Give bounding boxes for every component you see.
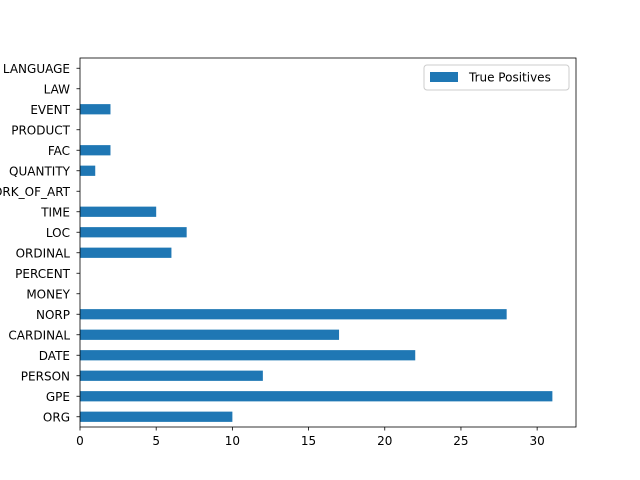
bar-org xyxy=(80,411,233,422)
y-tick-label: CARDINAL xyxy=(8,328,70,342)
legend-box xyxy=(423,64,570,91)
y-tick-label: QUANTITY xyxy=(9,164,71,178)
x-tick-label: 10 xyxy=(225,434,240,448)
y-tick-label: FAC xyxy=(48,144,70,158)
bar-gpe xyxy=(80,391,553,402)
axes-frame xyxy=(79,57,577,428)
y-tick-label: EVENT xyxy=(30,103,70,117)
y-tick-label: LOC xyxy=(46,226,70,240)
legend-swatch xyxy=(430,72,458,82)
legend-label: True Positives xyxy=(468,71,551,85)
legend: True Positives xyxy=(423,64,570,91)
bars-layer xyxy=(80,104,553,422)
y-tick-label: PERSON xyxy=(21,369,70,383)
bar-norp xyxy=(80,309,507,320)
y-tick-label: ORDINAL xyxy=(16,246,71,260)
y-tick-label: GPE xyxy=(46,390,70,404)
y-tick-label: DATE xyxy=(39,349,70,363)
bar-date xyxy=(80,350,416,361)
y-tick-labels: ORG GPE PERSON DATE CARDINAL NORP MONEY PERCENT… xyxy=(0,62,80,424)
y-tick-label: PERCENT xyxy=(15,267,70,281)
plot-frame xyxy=(79,57,577,428)
y-tick-label: WORK_OF_ART xyxy=(0,185,71,199)
x-ticks: 0 5 10 15 20 25 30 xyxy=(76,427,545,448)
x-tick-label: 20 xyxy=(377,434,392,448)
y-tick-label: PRODUCT xyxy=(11,123,70,137)
x-tick-label: 15 xyxy=(301,434,316,448)
x-tick-label: 0 xyxy=(76,434,84,448)
bar-cardinal xyxy=(80,329,340,340)
bar-ordinal xyxy=(80,247,172,258)
x-tick-label: 5 xyxy=(152,434,160,448)
y-tick-label: NORP xyxy=(36,308,70,322)
bar-person xyxy=(80,370,263,381)
bar-time xyxy=(80,206,157,217)
y-tick-label: LANGUAGE xyxy=(3,62,70,76)
bar-loc xyxy=(80,227,187,238)
y-tick-label: TIME xyxy=(40,205,70,219)
x-tick-label: 30 xyxy=(530,434,545,448)
bar-quantity xyxy=(80,165,96,176)
y-tick-label: LAW xyxy=(44,82,71,96)
y-tick-label: MONEY xyxy=(26,287,70,301)
y-tick-label: ORG xyxy=(43,410,70,424)
bar-fac xyxy=(80,145,111,156)
bar-event xyxy=(80,104,111,115)
x-tick-label: 25 xyxy=(453,434,468,448)
